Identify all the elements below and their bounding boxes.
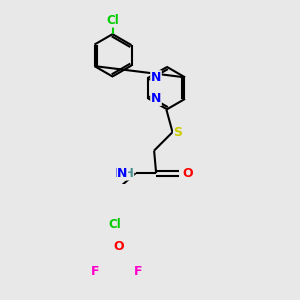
Text: N: N [151,71,161,84]
Text: S: S [174,126,183,139]
Text: Cl: Cl [107,14,119,27]
Text: H: H [124,167,134,180]
Text: H: H [124,167,134,180]
Text: O: O [113,240,124,254]
Text: N: N [115,167,125,180]
Text: N: N [151,92,161,105]
Text: F: F [91,265,100,278]
Text: Cl: Cl [109,218,122,231]
Text: F: F [134,265,142,278]
Text: N: N [117,167,128,180]
Text: O: O [183,167,194,180]
